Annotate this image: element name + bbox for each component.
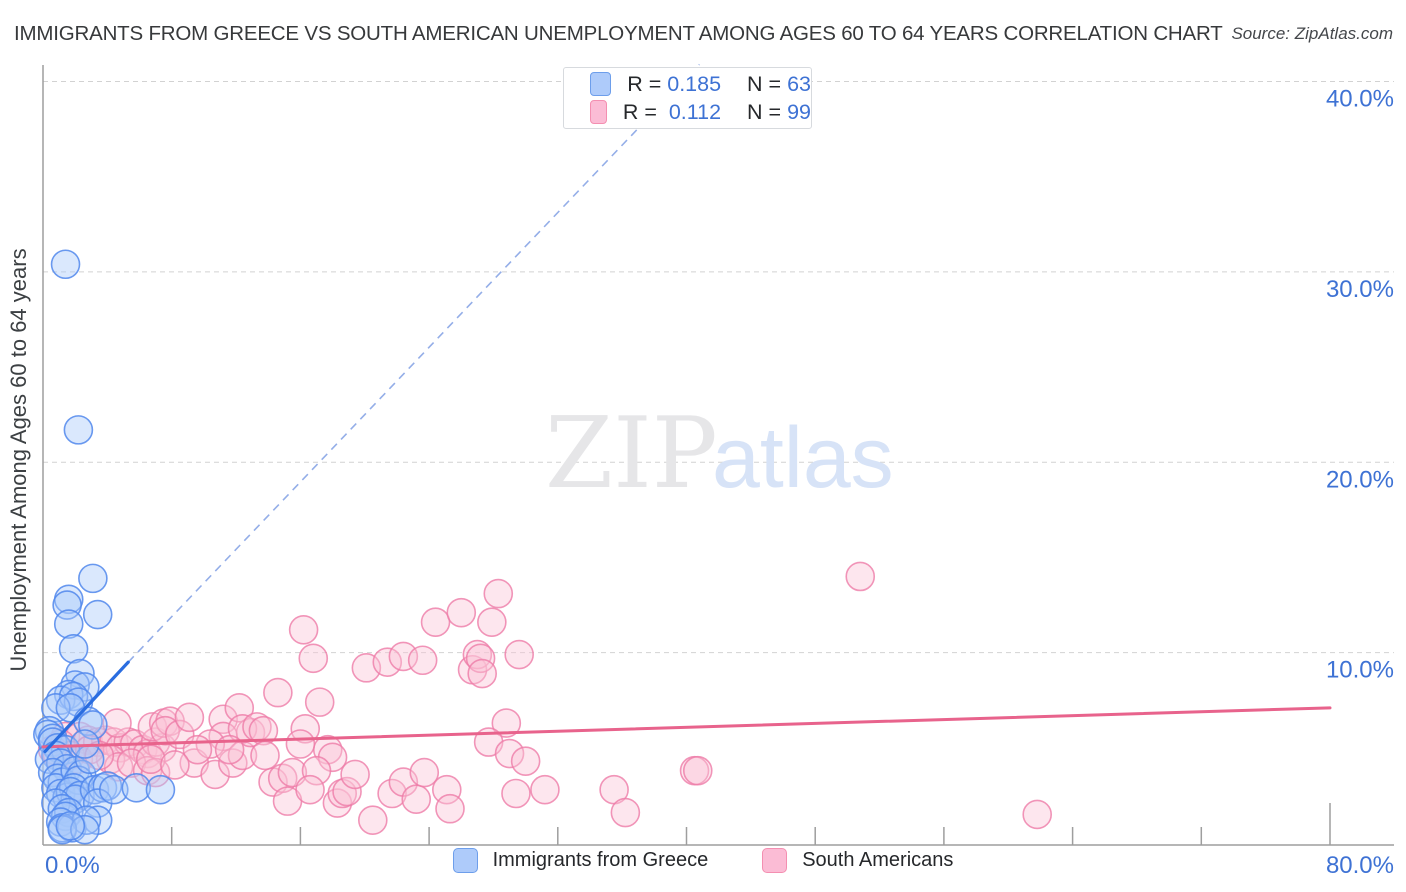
greece-legend-label: Immigrants from Greece [492,849,709,871]
x-max-label: 80.0% [1326,852,1394,879]
greece-point [55,811,86,841]
r-label: R = [627,71,668,96]
south-american-point [150,715,181,746]
south-american-point [501,778,531,809]
south-american-point [304,687,335,717]
south-american-point [467,658,497,689]
south-american-point [388,641,419,672]
watermark-atlas: atlas [712,410,894,506]
legend-item-greece: Immigrants from Greece [452,848,709,873]
greece-point [58,634,89,664]
greece-point [78,563,108,594]
south-american-point [301,755,332,786]
y-tick-label: 30.0% [1326,276,1394,303]
south-american-point [263,677,293,708]
greece-point [58,681,89,712]
greece-point [70,814,100,845]
y-tick-label: 40.0% [1326,86,1394,113]
south-american-point [446,597,477,628]
south-american-point [332,776,362,807]
legend-item-south-americans: South Americans [762,848,953,873]
south-american-point [845,561,876,592]
south-american-point [530,774,560,805]
greece-trend-line [43,660,130,754]
stats-row-greece: R = 0.185 N = 63 [590,72,811,97]
series-legend: Immigrants from Greece South Americans [0,848,1406,873]
south-american-point [285,729,316,759]
south-american-point [435,793,465,824]
south-american-point [208,704,238,735]
greece-trend-dashed [127,63,700,663]
south-american-point [483,578,514,609]
south-american-point [288,614,319,645]
greece-legend-swatch [452,848,478,873]
greece-swatch [590,72,612,96]
source-credit: Source: ZipAtlas.com [1231,24,1393,43]
south-american-point [409,757,440,788]
r-value-greece: 0.185 [667,71,722,96]
n-label: N = [747,99,788,124]
greece-point [78,710,108,740]
south-american-trend-line [41,706,1332,749]
south-american-point [462,639,493,670]
greece-point [47,814,78,845]
stats-legend-box: R = 0.185 N = 63 R = 0.112 N = 99 [563,67,812,129]
south-american-point [135,744,166,775]
south-american-point [174,702,205,733]
south-american-point [682,755,713,786]
south-american-point [295,774,325,805]
greece-point [50,249,81,280]
south-american-point [431,774,462,805]
greece-point [82,599,113,630]
n-label: N = [747,71,788,96]
south-american-point [407,645,438,676]
r-value-south-americans: 0.112 [668,99,722,124]
south-american-point [1022,799,1053,830]
n-value-greece: 63 [787,71,811,96]
south-american-point [160,750,190,780]
greece-point [98,774,129,805]
south-americans-legend-swatch [762,848,788,873]
watermark-zip: ZIP [545,397,718,511]
south-american-point [401,784,432,815]
south-american-point [267,763,298,794]
greece-point [53,609,84,639]
south-americans-legend-label: South Americans [802,849,954,871]
south-american-point [610,797,641,828]
y-tick-label: 20.0% [1326,466,1394,493]
south-american-point [465,643,496,674]
south-american-point [102,708,132,738]
south-american-point [494,738,525,769]
south-american-point [298,643,329,674]
x-min-label: 0.0% [45,852,100,879]
south-american-point [510,746,541,776]
south-american-point [420,607,451,637]
greece-point [63,415,94,445]
south-american-point [372,647,403,677]
south-american-point [477,607,507,637]
page-title: IMMIGRANTS FROM GREECE VS SOUTH AMERICAN… [14,22,1223,45]
y-axis-title: Unemployment Among Ages 60 to 64 years [6,248,31,671]
n-value-south-americans: 99 [787,99,811,124]
y-tick-label: 10.0% [1326,657,1394,684]
stats-row-south-americans: R = 0.112 N = 99 [590,100,811,125]
south-american-point [250,740,280,771]
south-american-point [340,759,370,790]
greece-point [145,774,176,805]
south-american-point [491,708,522,738]
south-american-point [377,778,407,809]
greece-point [121,772,152,803]
south-american-point [200,759,230,790]
r-label: R = [622,99,669,124]
south-american-point [504,639,534,670]
south-american-point [248,715,279,746]
south-americans-swatch [590,100,607,124]
south-american-point [357,805,388,835]
